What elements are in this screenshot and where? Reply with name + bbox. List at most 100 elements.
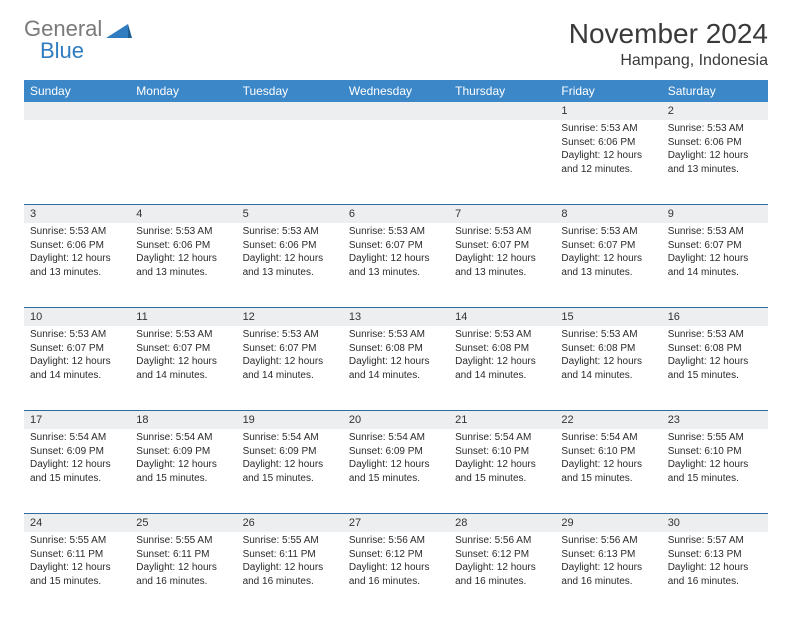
sunrise-text: Sunrise: 5:54 AM <box>243 431 337 445</box>
title-block: November 2024 Hampang, Indonesia <box>569 18 768 70</box>
day-details: Sunrise: 5:56 AMSunset: 6:12 PMDaylight:… <box>343 532 449 592</box>
sunset-text: Sunset: 6:07 PM <box>349 239 443 253</box>
day-number: 13 <box>343 307 449 326</box>
sunset-text: Sunset: 6:07 PM <box>30 342 124 356</box>
daylight-text: Daylight: 12 hours and 16 minutes. <box>136 561 230 588</box>
day-header-wednesday: Wednesday <box>343 80 449 102</box>
calendar-day-cell: Sunrise: 5:53 AMSunset: 6:06 PMDaylight:… <box>237 223 343 307</box>
sunset-text: Sunset: 6:06 PM <box>243 239 337 253</box>
calendar-body: 12Sunrise: 5:53 AMSunset: 6:06 PMDayligh… <box>24 102 768 616</box>
daylight-text: Daylight: 12 hours and 15 minutes. <box>349 458 443 485</box>
daylight-text: Daylight: 12 hours and 14 minutes. <box>455 355 549 382</box>
calendar-daynum-cell <box>449 102 555 120</box>
sunrise-text: Sunrise: 5:55 AM <box>668 431 762 445</box>
day-number: 3 <box>24 204 130 223</box>
calendar-daynum-cell: 3 <box>24 204 130 223</box>
calendar-daynum-cell: 1 <box>555 102 661 120</box>
day-number: 4 <box>130 204 236 223</box>
day-header-friday: Friday <box>555 80 661 102</box>
daylight-text: Daylight: 12 hours and 14 minutes. <box>30 355 124 382</box>
day-number: 2 <box>662 102 768 120</box>
day-number: 18 <box>130 410 236 429</box>
day-number: 29 <box>555 513 661 532</box>
day-details: Sunrise: 5:54 AMSunset: 6:09 PMDaylight:… <box>130 429 236 489</box>
sunrise-text: Sunrise: 5:53 AM <box>668 122 762 136</box>
day-number: 9 <box>662 204 768 223</box>
sunset-text: Sunset: 6:10 PM <box>668 445 762 459</box>
calendar-day-cell <box>130 120 236 204</box>
brand-logo: General Blue <box>24 18 132 62</box>
calendar-daynum-cell: 14 <box>449 307 555 326</box>
day-number <box>449 102 555 120</box>
calendar-day-cell: Sunrise: 5:53 AMSunset: 6:08 PMDaylight:… <box>343 326 449 410</box>
day-header-thursday: Thursday <box>449 80 555 102</box>
calendar-day-cell: Sunrise: 5:54 AMSunset: 6:09 PMDaylight:… <box>24 429 130 513</box>
daylight-text: Daylight: 12 hours and 14 minutes. <box>136 355 230 382</box>
day-number: 10 <box>24 307 130 326</box>
calendar-daynum-cell: 28 <box>449 513 555 532</box>
sunrise-text: Sunrise: 5:53 AM <box>243 225 337 239</box>
logo-word-general: General <box>24 18 102 40</box>
day-details: Sunrise: 5:53 AMSunset: 6:07 PMDaylight:… <box>343 223 449 283</box>
sunrise-text: Sunrise: 5:53 AM <box>136 328 230 342</box>
sunrise-text: Sunrise: 5:55 AM <box>136 534 230 548</box>
sunrise-text: Sunrise: 5:53 AM <box>455 225 549 239</box>
day-details: Sunrise: 5:53 AMSunset: 6:08 PMDaylight:… <box>449 326 555 386</box>
sunset-text: Sunset: 6:11 PM <box>136 548 230 562</box>
sunset-text: Sunset: 6:13 PM <box>561 548 655 562</box>
sunrise-text: Sunrise: 5:53 AM <box>136 225 230 239</box>
calendar-day-cell: Sunrise: 5:53 AMSunset: 6:07 PMDaylight:… <box>130 326 236 410</box>
calendar-daynum-cell <box>24 102 130 120</box>
daylight-text: Daylight: 12 hours and 13 minutes. <box>349 252 443 279</box>
day-number: 12 <box>237 307 343 326</box>
daylight-text: Daylight: 12 hours and 16 minutes. <box>243 561 337 588</box>
sunset-text: Sunset: 6:08 PM <box>668 342 762 356</box>
sunrise-text: Sunrise: 5:57 AM <box>668 534 762 548</box>
day-details: Sunrise: 5:53 AMSunset: 6:08 PMDaylight:… <box>343 326 449 386</box>
sunset-text: Sunset: 6:12 PM <box>455 548 549 562</box>
calendar-day-cell: Sunrise: 5:53 AMSunset: 6:07 PMDaylight:… <box>449 223 555 307</box>
day-details <box>24 120 130 126</box>
calendar-day-cell <box>449 120 555 204</box>
daylight-text: Daylight: 12 hours and 15 minutes. <box>455 458 549 485</box>
daylight-text: Daylight: 12 hours and 13 minutes. <box>243 252 337 279</box>
day-details: Sunrise: 5:53 AMSunset: 6:07 PMDaylight:… <box>237 326 343 386</box>
calendar-daynum-cell: 26 <box>237 513 343 532</box>
day-number: 21 <box>449 410 555 429</box>
calendar-daynum-cell: 19 <box>237 410 343 429</box>
calendar-daynum-cell: 10 <box>24 307 130 326</box>
logo-word-blue: Blue <box>40 40 132 62</box>
calendar-daynum-cell: 18 <box>130 410 236 429</box>
day-number: 16 <box>662 307 768 326</box>
day-number <box>237 102 343 120</box>
calendar-day-cell: Sunrise: 5:55 AMSunset: 6:11 PMDaylight:… <box>130 532 236 616</box>
day-details <box>237 120 343 126</box>
calendar-daynum-cell: 6 <box>343 204 449 223</box>
daylight-text: Daylight: 12 hours and 13 minutes. <box>561 252 655 279</box>
page-header: General Blue November 2024 Hampang, Indo… <box>24 18 768 70</box>
calendar-header-row: Sunday Monday Tuesday Wednesday Thursday… <box>24 80 768 102</box>
calendar-day-cell: Sunrise: 5:54 AMSunset: 6:09 PMDaylight:… <box>130 429 236 513</box>
calendar-day-cell: Sunrise: 5:53 AMSunset: 6:07 PMDaylight:… <box>662 223 768 307</box>
sunset-text: Sunset: 6:06 PM <box>561 136 655 150</box>
calendar-daynum-cell: 24 <box>24 513 130 532</box>
calendar-day-cell: Sunrise: 5:54 AMSunset: 6:10 PMDaylight:… <box>555 429 661 513</box>
day-details: Sunrise: 5:54 AMSunset: 6:10 PMDaylight:… <box>449 429 555 489</box>
day-details: Sunrise: 5:53 AMSunset: 6:07 PMDaylight:… <box>555 223 661 283</box>
calendar-daynum-cell: 29 <box>555 513 661 532</box>
day-number: 14 <box>449 307 555 326</box>
day-details: Sunrise: 5:54 AMSunset: 6:09 PMDaylight:… <box>24 429 130 489</box>
day-details: Sunrise: 5:53 AMSunset: 6:07 PMDaylight:… <box>24 326 130 386</box>
calendar-daynum-cell: 5 <box>237 204 343 223</box>
day-details: Sunrise: 5:53 AMSunset: 6:08 PMDaylight:… <box>555 326 661 386</box>
sunrise-text: Sunrise: 5:53 AM <box>30 225 124 239</box>
calendar-day-cell: Sunrise: 5:55 AMSunset: 6:11 PMDaylight:… <box>24 532 130 616</box>
daylight-text: Daylight: 12 hours and 15 minutes. <box>668 355 762 382</box>
sunset-text: Sunset: 6:09 PM <box>349 445 443 459</box>
daylight-text: Daylight: 12 hours and 14 minutes. <box>243 355 337 382</box>
sunset-text: Sunset: 6:07 PM <box>455 239 549 253</box>
day-number: 5 <box>237 204 343 223</box>
day-number: 26 <box>237 513 343 532</box>
sunset-text: Sunset: 6:12 PM <box>349 548 443 562</box>
daylight-text: Daylight: 12 hours and 16 minutes. <box>349 561 443 588</box>
